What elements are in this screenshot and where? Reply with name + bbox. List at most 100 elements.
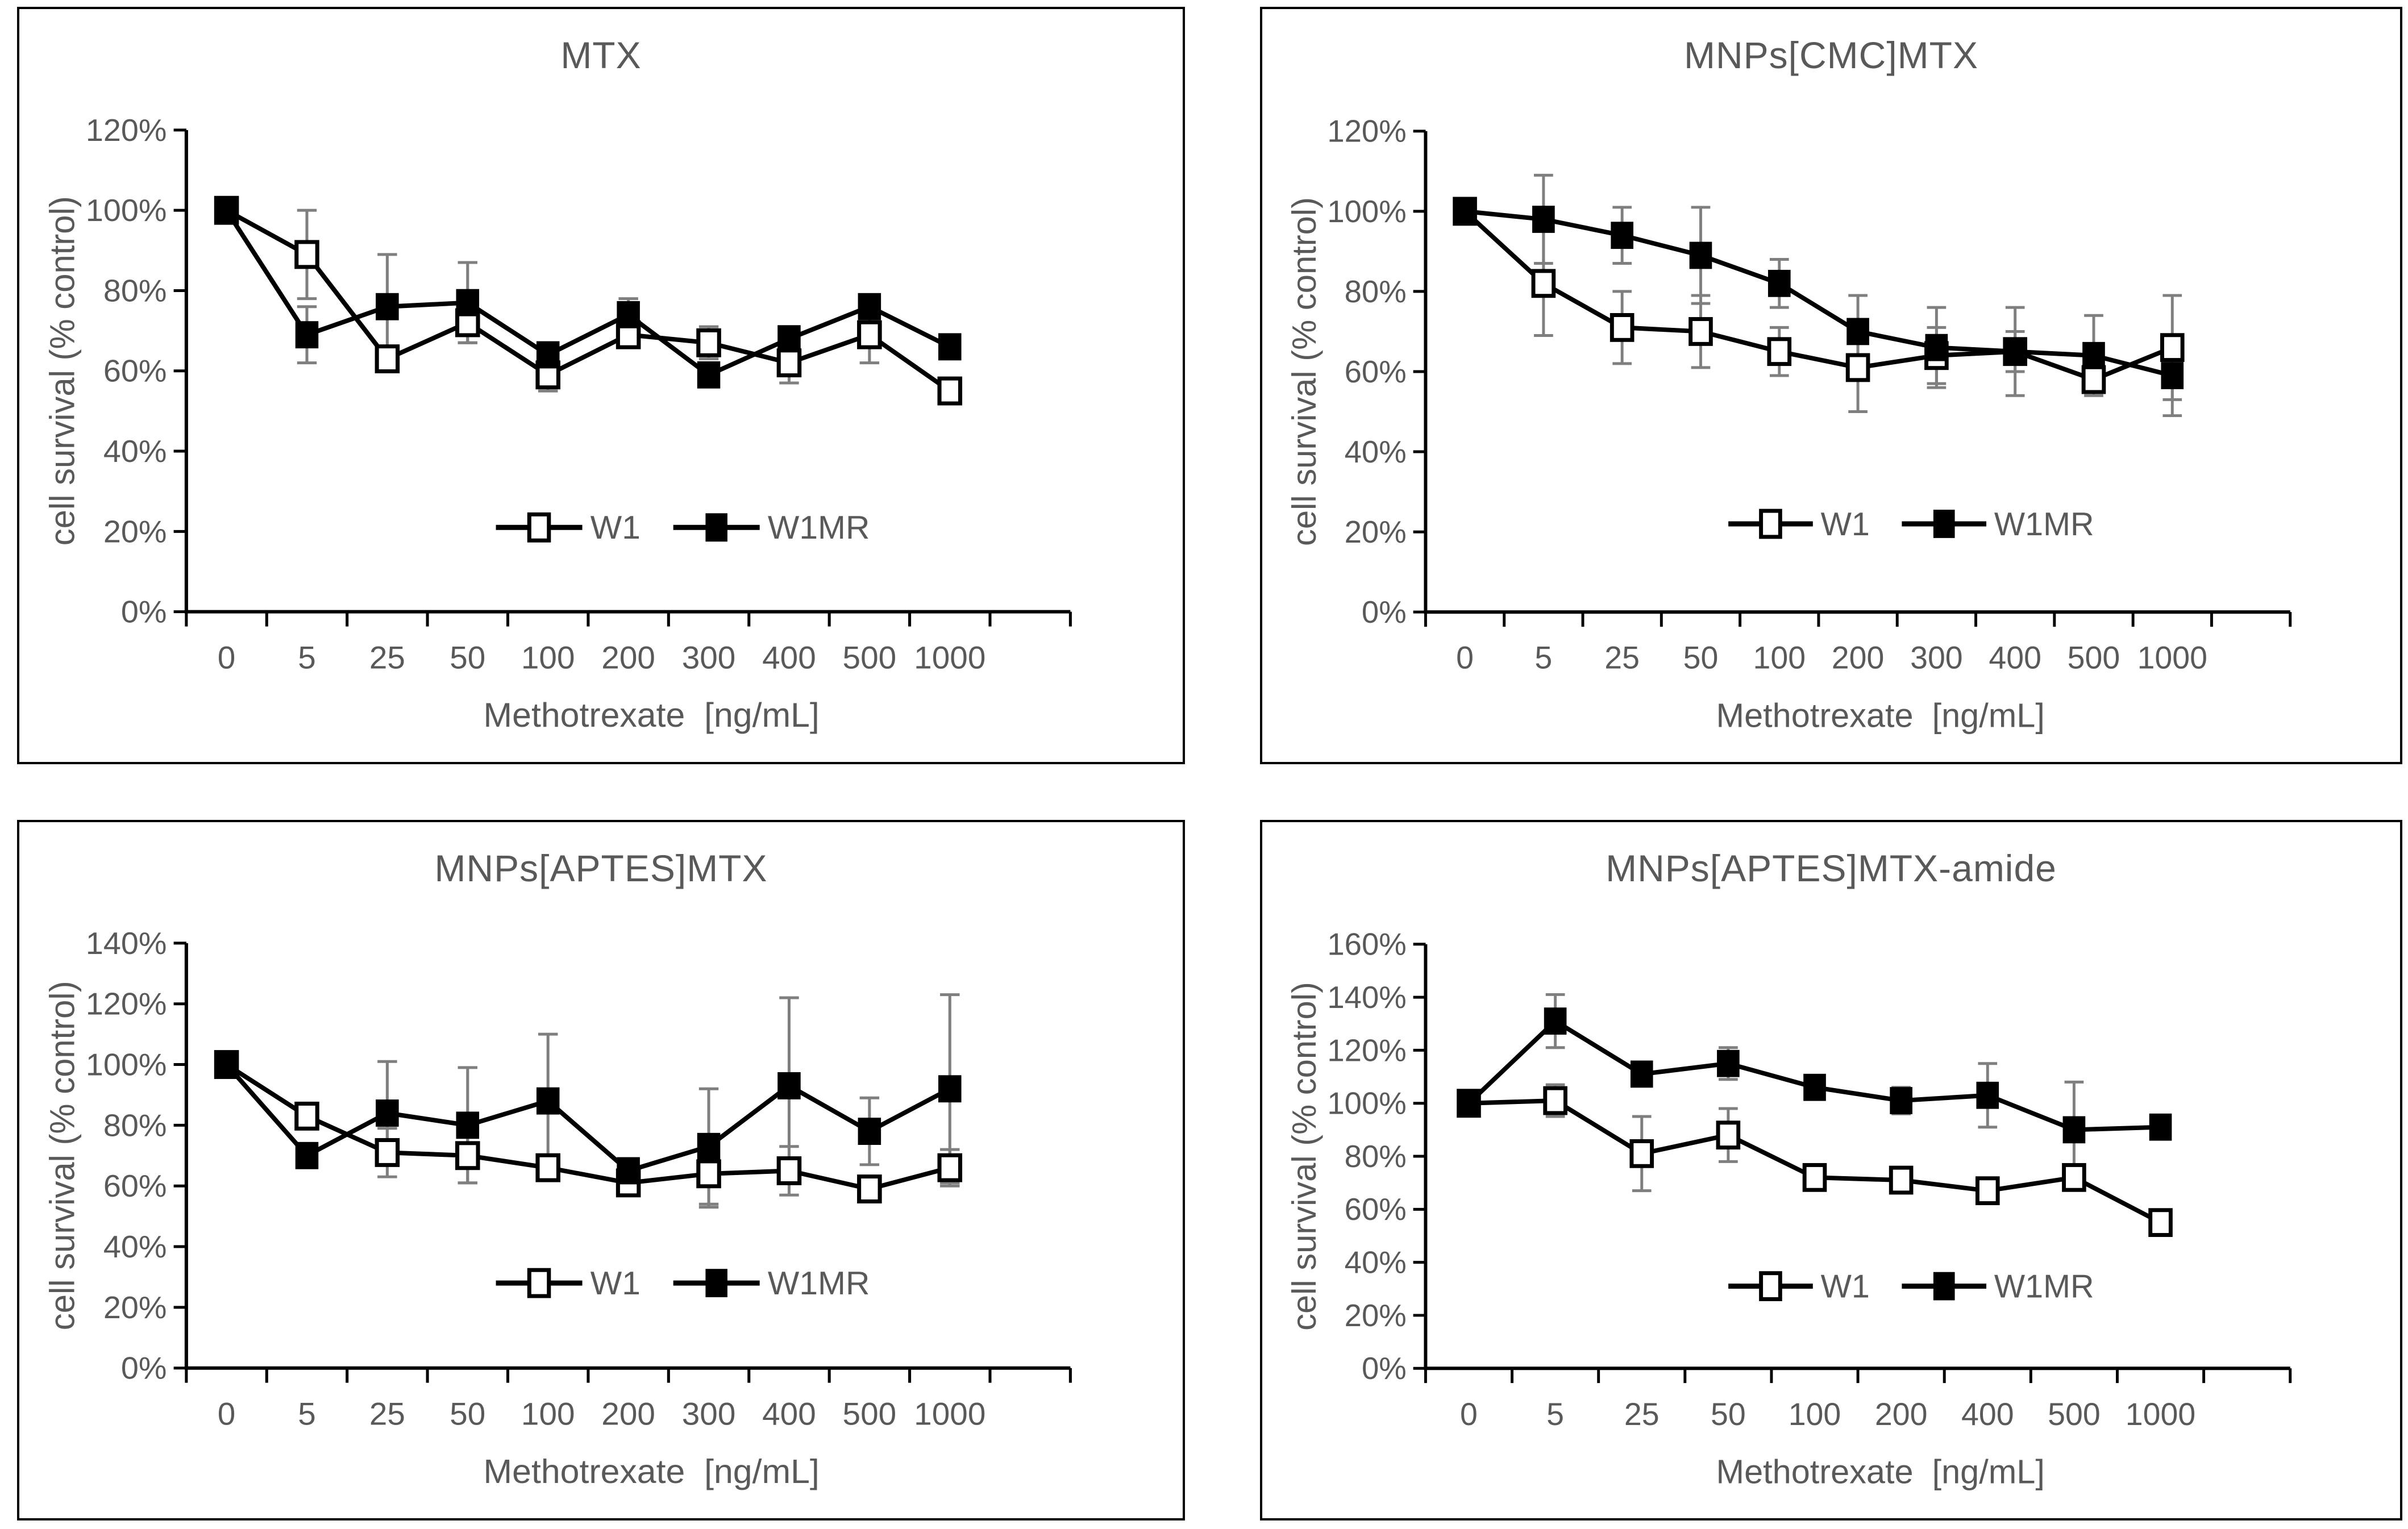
y-tick-label: 80% — [1345, 274, 1407, 309]
mnps-cmc-mtx-chart: 0% 20% 40% 60% 80% 100% 120% 0 5 25 50 100 200 300 400… — [1285, 114, 2292, 734]
x-tick-label: 500 — [2068, 640, 2120, 676]
filled-square-marker — [376, 293, 399, 320]
open-square-marker — [455, 1141, 480, 1170]
x-tick-label: 200 — [601, 1396, 655, 1431]
legend-item-W1MR: W1MR — [673, 510, 870, 546]
filled-square-marker — [1457, 1089, 1480, 1117]
x-tick-label: 200 — [1832, 640, 1885, 676]
y-axis-title: cell survival (% control) — [1285, 197, 1323, 546]
y-tick-label: 100% — [86, 193, 167, 228]
x-tick-label: 200 — [1875, 1397, 1928, 1432]
chart-title: MNPs[CMC]MTX — [1684, 34, 1978, 76]
filled-square-icon — [1933, 510, 1955, 538]
x-tick-label: 0 — [218, 640, 236, 675]
x-tick-label: 5 — [298, 640, 316, 675]
filled-square-marker — [1767, 269, 1791, 297]
filled-square-marker — [617, 1157, 640, 1185]
open-square-marker — [696, 1159, 721, 1189]
filled-square-marker — [1544, 1007, 1567, 1035]
y-tick-label: 40% — [1345, 435, 1407, 469]
filled-square-marker — [2161, 362, 2184, 389]
open-square-marker — [1688, 317, 1713, 346]
filled-square-marker — [456, 1111, 480, 1139]
chart-title: MNPs[APTES]MTX-amide — [1606, 847, 2057, 889]
x-tick-label: 400 — [762, 1396, 816, 1431]
series-line-W1 — [225, 1063, 951, 1191]
open-square-icon — [527, 512, 551, 543]
x-axis-title: Methotrexate [ng/mL] — [484, 1452, 820, 1490]
y-tick-label: 80% — [103, 273, 167, 309]
y-tick-label: 100% — [1327, 194, 1406, 229]
x-tick-label: 100 — [1789, 1397, 1841, 1432]
y-tick-label: 100% — [1327, 1086, 1406, 1121]
filled-square-marker — [2082, 341, 2105, 369]
open-square-marker — [1802, 1163, 1827, 1192]
series-line-W1 — [1469, 1098, 2162, 1225]
series-line-W1MR — [224, 1063, 951, 1174]
x-tick-label: 400 — [1961, 1397, 2014, 1432]
open-square-icon — [1759, 509, 1782, 539]
filled-square-marker — [1532, 206, 1555, 233]
series-line-W1 — [225, 208, 951, 393]
filled-square-marker — [215, 197, 238, 224]
y-tick-label: 60% — [1345, 355, 1407, 389]
y-tick-label: 20% — [1345, 515, 1407, 549]
filled-square-marker — [1611, 222, 1633, 249]
filled-square-marker — [1925, 334, 1948, 361]
legend-label: W1MR — [768, 510, 870, 546]
x-tick-label: 300 — [682, 1396, 736, 1431]
open-square-marker — [2062, 1163, 2086, 1192]
filled-square-marker — [777, 1072, 801, 1099]
x-tick-label: 50 — [450, 640, 485, 675]
y-tick-label: 20% — [1345, 1298, 1407, 1333]
y-tick-label: 40% — [103, 1229, 167, 1264]
chart-panel-mtx: MTX 0% 20% 40% 60% 80% 100% 120% 0 5 25 50 100 200 30… — [17, 7, 1185, 764]
x-tick-label: 25 — [1624, 1397, 1660, 1432]
open-square-marker — [294, 240, 319, 269]
y-tick-label: 0% — [1362, 1351, 1407, 1386]
open-square-marker — [2081, 365, 2106, 394]
legend-item-W1: W1 — [1728, 506, 1870, 543]
open-square-marker — [1716, 1120, 1741, 1150]
filled-square-marker — [1803, 1073, 1826, 1101]
y-tick-label: 120% — [1327, 1033, 1406, 1068]
y-axis-title: cell survival (% control) — [1285, 982, 1323, 1331]
filled-square-marker — [617, 301, 640, 328]
x-tick-label: 50 — [450, 1396, 485, 1431]
x-tick-label: 300 — [1910, 640, 1963, 676]
open-square-marker — [2148, 1208, 2173, 1238]
open-square-marker — [375, 1138, 400, 1167]
chart-panel-mnps-aptes-mtx-amide: MNPs[APTES]MTX-amide 0% 20% 40% 60% 80% 100% 1… — [1260, 820, 2402, 1520]
filled-square-marker — [1689, 241, 1712, 269]
series-line-W1MR — [1465, 209, 2173, 378]
filled-square-marker — [1890, 1087, 1912, 1114]
y-tick-label: 120% — [86, 113, 167, 148]
x-tick-label: 200 — [601, 640, 655, 675]
filled-square-marker — [1453, 197, 1477, 225]
chart-panel-mnps-cmc-mtx: MNPs[CMC]MTX 0% 20% 40% 60% 80% 100% 120% 0 5 25 5… — [1260, 7, 2402, 764]
x-tick-label: 1000 — [2137, 640, 2207, 676]
y-axis-title: cell survival (% control) — [43, 196, 82, 545]
legend-item-W1: W1 — [1728, 1268, 1870, 1305]
legend-label: W1MR — [1994, 506, 2094, 543]
x-tick-label: 5 — [298, 1396, 316, 1431]
filled-square-icon — [1933, 1272, 1955, 1301]
x-tick-label: 100 — [521, 1396, 575, 1431]
x-tick-label: 100 — [521, 640, 575, 675]
y-tick-label: 160% — [1327, 927, 1406, 962]
filled-square-icon — [705, 513, 727, 542]
x-tick-label: 300 — [682, 640, 736, 675]
legend-item-W1: W1 — [496, 1265, 641, 1302]
legend-label: W1 — [590, 1265, 641, 1302]
y-tick-label: 0% — [121, 594, 167, 630]
y-tick-label: 60% — [1345, 1192, 1407, 1227]
open-square-marker — [1975, 1176, 2000, 1206]
filled-square-marker — [2003, 338, 2027, 365]
y-tick-label: 20% — [103, 514, 167, 549]
y-tick-label: 120% — [86, 986, 167, 1021]
filled-square-marker — [697, 1132, 721, 1160]
open-square-marker — [696, 328, 721, 357]
y-tick-label: 0% — [121, 1351, 167, 1385]
y-tick-label: 20% — [103, 1290, 167, 1324]
